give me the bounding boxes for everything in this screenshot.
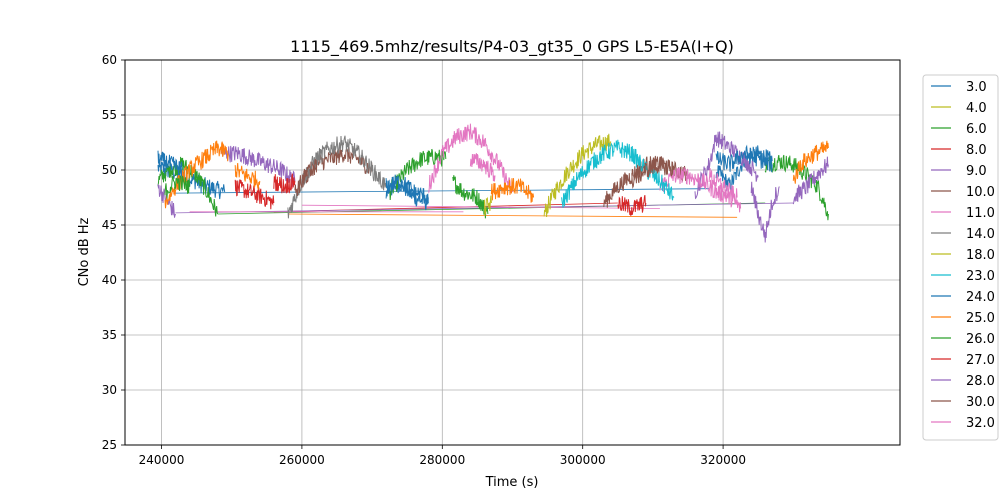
legend-box — [922, 74, 999, 441]
y-tick-label: 55 — [102, 108, 117, 122]
plot-frame — [124, 59, 901, 446]
y-tick-label: 60 — [102, 53, 117, 67]
series-line — [694, 131, 759, 200]
chart-title: 1115_469.5mhz/results/P4-03_gt35_0 GPS L… — [290, 37, 734, 57]
axis-layer: 240000 260000 280000 300000 320000 25 30 35 40 45… — [102, 53, 746, 467]
legend-label: 11.0 — [966, 206, 995, 221]
legend: 3.0 4.0 6.0 8.0 9.0 10.0 11.0 14.0 18.0 23.0 24.0 2… — [922, 74, 999, 441]
series-line — [234, 162, 261, 191]
plot-background — [125, 60, 900, 445]
legend-label: 23.0 — [966, 269, 995, 284]
series-layer — [157, 123, 829, 243]
x-tick-label: 280000 — [419, 453, 465, 467]
series-line — [543, 133, 612, 218]
x-tick-label: 320000 — [700, 453, 746, 467]
series-line — [428, 123, 513, 194]
legend-label: 26.0 — [966, 332, 995, 347]
series-line — [385, 174, 429, 205]
series-line — [157, 150, 184, 177]
series-line — [294, 159, 317, 197]
series-line — [617, 194, 647, 217]
legend-label: 25.0 — [966, 311, 995, 326]
series-line — [389, 148, 447, 201]
legend-label: 9.0 — [966, 164, 987, 179]
y-tick-label: 40 — [102, 273, 117, 287]
y-tick-label: 50 — [102, 163, 117, 177]
series-line — [234, 179, 275, 210]
legend-label: 6.0 — [966, 122, 987, 137]
series-line — [561, 139, 675, 208]
connector-line — [175, 188, 710, 194]
series-line — [452, 175, 489, 219]
x-tick-label: 300000 — [560, 453, 606, 467]
legend-label: 3.0 — [966, 80, 987, 95]
series-line — [273, 173, 296, 194]
x-tick-label: 260000 — [279, 453, 325, 467]
series-line — [792, 156, 829, 205]
series-line — [469, 153, 496, 182]
series-line — [715, 144, 773, 173]
series-line — [792, 140, 829, 184]
connector-line — [287, 213, 738, 218]
series-line — [750, 181, 780, 243]
legend-label: 27.0 — [966, 353, 995, 368]
y-tick-label: 35 — [102, 328, 117, 342]
legend-label: 4.0 — [966, 101, 987, 116]
legend-label: 32.0 — [966, 416, 995, 431]
legend-label: 28.0 — [966, 374, 995, 389]
series-line — [164, 175, 191, 199]
series-line — [659, 166, 742, 213]
series-line — [708, 168, 738, 204]
legend-label: 18.0 — [966, 248, 995, 263]
y-tick-label: 45 — [102, 218, 117, 232]
y-tick-label: 30 — [102, 383, 117, 397]
series-line — [483, 195, 492, 216]
series-line — [631, 156, 675, 190]
y-tick-label: 25 — [102, 438, 117, 452]
legend-label: 24.0 — [966, 290, 995, 305]
y-axis-label: CNo dB Hz — [77, 217, 92, 286]
legend-label: 10.0 — [966, 185, 995, 200]
legend-label: 14.0 — [966, 227, 995, 242]
series-line — [220, 145, 296, 187]
series-line — [164, 140, 229, 209]
x-axis-label: Time (s) — [485, 475, 539, 490]
x-tick-label: 240000 — [139, 453, 185, 467]
legend-label: 30.0 — [966, 395, 995, 410]
series-line — [490, 178, 535, 203]
legend-label: 8.0 — [966, 143, 987, 158]
